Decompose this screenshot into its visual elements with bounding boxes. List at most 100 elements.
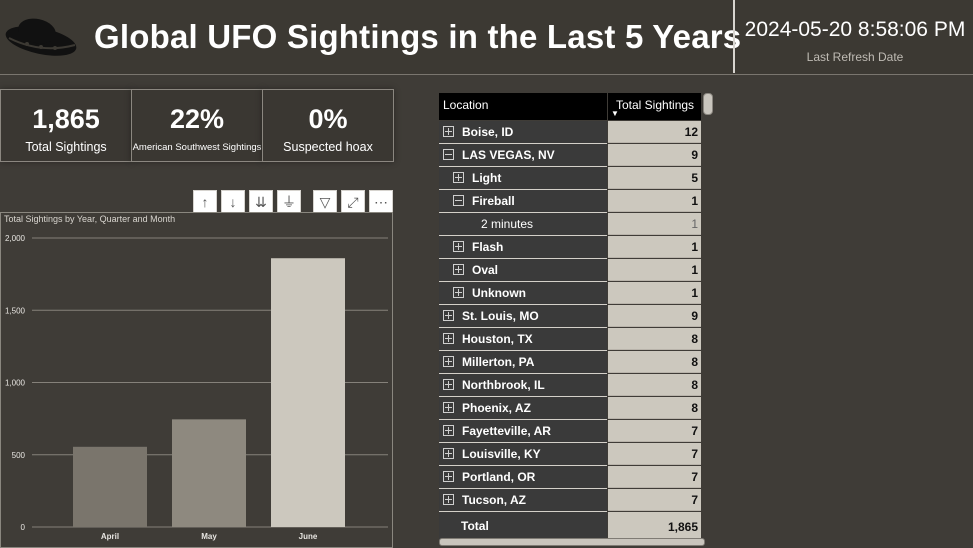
expand-icon[interactable]: [443, 402, 454, 413]
row-value: 12: [608, 121, 701, 143]
y-tick-label: 500: [12, 451, 26, 460]
row-label: Flash: [472, 240, 504, 254]
row-value: 7: [608, 443, 701, 465]
kpi-southwest-sightings[interactable]: 22% American Southwest Sightings: [131, 89, 263, 162]
row-label-cell: Oval: [439, 259, 607, 282]
expand-icon[interactable]: [453, 287, 464, 298]
more-options-icon[interactable]: ⋯: [369, 190, 393, 214]
collapse-icon[interactable]: [443, 149, 454, 160]
row-label-cell: LAS VEGAS, NV: [439, 144, 607, 167]
last-refresh-label: Last Refresh Date: [806, 50, 904, 64]
row-label-cell: Fireball: [439, 190, 607, 213]
focus-mode-icon[interactable]: ⤢: [341, 190, 365, 214]
row-label-cell: Phoenix, AZ: [439, 397, 607, 420]
expand-hierarchy-icon[interactable]: ⏚: [277, 190, 301, 214]
row-label-cell: Northbrook, IL: [439, 374, 607, 397]
kpi-value: 1,865: [32, 104, 100, 134]
row-label: Portland, OR: [462, 470, 536, 484]
table-row[interactable]: Houston, TX 8: [439, 328, 703, 351]
expand-icon[interactable]: [443, 494, 454, 505]
kpi-label: Total Sightings: [25, 140, 107, 154]
row-value: 8: [608, 374, 701, 396]
kpi-total-sightings[interactable]: 1,865 Total Sightings: [0, 89, 132, 162]
arrow-up-icon[interactable]: ↑: [193, 190, 217, 214]
row-label-cell: Fayetteville, AR: [439, 420, 607, 443]
table-row[interactable]: 2 minutes 1: [439, 213, 703, 236]
table-row[interactable]: Fireball 1: [439, 190, 703, 213]
table-row[interactable]: Tucson, AZ 7: [439, 489, 703, 512]
expand-icon[interactable]: [443, 356, 454, 367]
bar[interactable]: [271, 258, 345, 527]
row-value: 7: [608, 420, 701, 442]
expand-icon[interactable]: [443, 425, 454, 436]
row-label-cell: Millerton, PA: [439, 351, 607, 374]
bar-chart[interactable]: 0 500 1,000 1,500 2,000 April May June: [0, 212, 392, 546]
kpi-label: Suspected hoax: [283, 140, 373, 154]
table-row[interactable]: Light 5: [439, 167, 703, 190]
row-label: 2 minutes: [481, 217, 534, 231]
y-tick-label: 1,500: [5, 306, 26, 315]
expand-icon[interactable]: [443, 471, 454, 482]
vertical-scrollbar[interactable]: [703, 93, 713, 115]
row-label: Fayetteville, AR: [462, 424, 551, 438]
table-row[interactable]: Oval 1: [439, 259, 703, 282]
horizontal-scrollbar[interactable]: [439, 538, 705, 546]
last-refresh-value: 2024-05-20 8:58:06 PM: [744, 18, 966, 41]
table-row[interactable]: Millerton, PA 8: [439, 351, 703, 374]
x-tick-label: May: [201, 532, 217, 541]
x-tick-label: April: [101, 532, 119, 541]
bar[interactable]: [172, 419, 246, 527]
row-label: Unknown: [472, 286, 526, 300]
total-label: Total: [461, 519, 489, 533]
row-label-cell: 2 minutes: [439, 213, 607, 236]
table-row[interactable]: LAS VEGAS, NV 9: [439, 144, 703, 167]
collapse-icon[interactable]: [453, 195, 464, 206]
table-row[interactable]: St. Louis, MO 9: [439, 305, 703, 328]
row-label-cell: St. Louis, MO: [439, 305, 607, 328]
row-value: 1: [608, 259, 701, 281]
table-row[interactable]: Louisville, KY 7: [439, 443, 703, 466]
row-label-cell: Unknown: [439, 282, 607, 305]
row-value: 7: [608, 489, 701, 511]
row-label: St. Louis, MO: [462, 309, 539, 323]
row-value: 8: [608, 328, 701, 350]
table-row[interactable]: Unknown 1: [439, 282, 703, 305]
row-value: 9: [608, 305, 701, 327]
filter-icon[interactable]: ▽: [313, 190, 337, 214]
row-label: Northbrook, IL: [462, 378, 545, 392]
kpi-value: 0%: [308, 104, 348, 134]
table-row[interactable]: Phoenix, AZ 8: [439, 397, 703, 420]
y-tick-label: 0: [21, 523, 26, 532]
y-tick-label: 1,000: [5, 379, 26, 388]
expand-icon[interactable]: [443, 448, 454, 459]
row-value: 8: [608, 351, 701, 373]
row-label-cell: Light: [439, 167, 607, 190]
row-label: Tucson, AZ: [462, 493, 526, 507]
expand-icon[interactable]: [453, 241, 464, 252]
kpi-suspected-hoax[interactable]: 0% Suspected hoax: [262, 89, 394, 162]
sort-descending-icon[interactable]: ▼: [611, 109, 619, 118]
table-row[interactable]: Portland, OR 7: [439, 466, 703, 489]
table-row[interactable]: Boise, ID 12: [439, 121, 703, 144]
column-header-location[interactable]: Location: [439, 93, 607, 120]
arrow-down-icon[interactable]: ↓: [221, 190, 245, 214]
x-tick-label: June: [299, 532, 318, 541]
table-row[interactable]: Flash 1: [439, 236, 703, 259]
expand-icon[interactable]: [443, 379, 454, 390]
expand-icon[interactable]: [453, 264, 464, 275]
row-value: 9: [608, 144, 701, 166]
column-header-total-sightings[interactable]: Total Sightings ▼: [608, 93, 701, 120]
expand-icon[interactable]: [453, 172, 464, 183]
location-matrix[interactable]: Location Total Sightings ▼ Boise, ID 12 LA…: [439, 93, 703, 540]
double-arrow-down-icon[interactable]: ⇊: [249, 190, 273, 214]
expand-icon[interactable]: [443, 126, 454, 137]
bar[interactable]: [73, 446, 147, 527]
row-label: Light: [472, 171, 502, 185]
table-row[interactable]: Fayetteville, AR 7: [439, 420, 703, 443]
row-label: Fireball: [472, 194, 515, 208]
expand-icon[interactable]: [443, 333, 454, 344]
table-row[interactable]: Northbrook, IL 8: [439, 374, 703, 397]
page-title: Global UFO Sightings in the Last 5 Years: [94, 18, 742, 55]
expand-icon[interactable]: [443, 310, 454, 321]
report-header: Global UFO Sightings in the Last 5 Years…: [0, 0, 973, 75]
